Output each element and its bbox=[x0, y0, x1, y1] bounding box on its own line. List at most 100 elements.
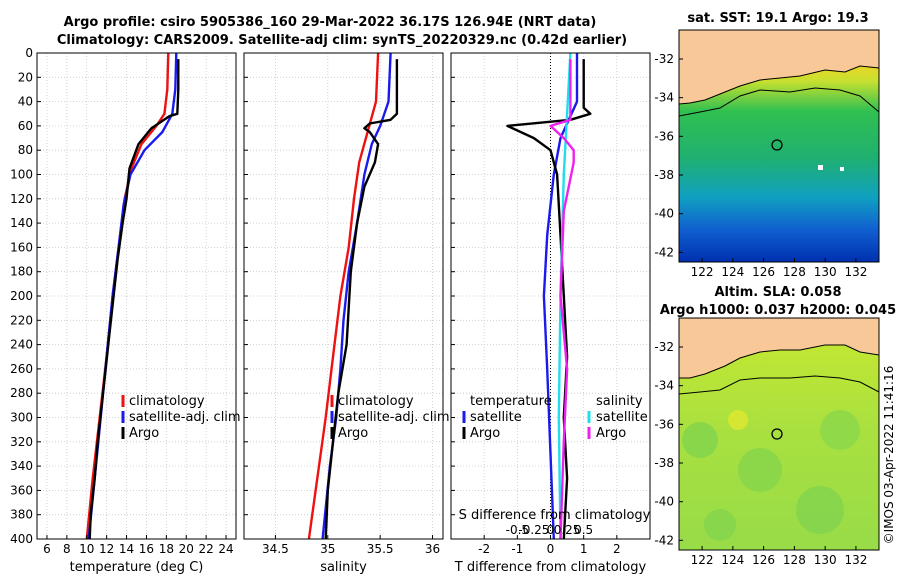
y-tick-label: 300 bbox=[10, 411, 33, 425]
map-y-tick-label: -34 bbox=[654, 91, 674, 105]
y-tick-label: 100 bbox=[10, 168, 33, 182]
s-difference-label: S difference from climatology bbox=[459, 508, 651, 523]
x-tick-label: 20 bbox=[179, 542, 194, 556]
map-y-tick-label: -42 bbox=[654, 533, 674, 547]
y-tick-label: 240 bbox=[10, 338, 33, 352]
sst-missing-pixel bbox=[818, 165, 823, 170]
temperature-panel: 6 8 10 12 14 16 18 20 22 24 temperature (deg C) 0 20… bbox=[10, 46, 237, 575]
map-x-tick-label: 128 bbox=[783, 265, 806, 279]
map-y-tick-label: -34 bbox=[654, 379, 674, 393]
x-tick-label: 0 bbox=[547, 542, 555, 556]
map-x-tick-label: 122 bbox=[691, 553, 714, 567]
map-y-tick-label: -36 bbox=[654, 129, 674, 143]
map-x-tick-label: 130 bbox=[814, 553, 837, 567]
sst-contour bbox=[678, 87, 880, 117]
y-tick-label: 160 bbox=[10, 240, 33, 254]
sst-map-title: sat. SST: 19.1 Argo: 19.3 bbox=[687, 11, 868, 26]
legend-salinity-panel: climatology satellite-adj. clim Argo bbox=[330, 394, 450, 441]
x-tick-label: 24 bbox=[218, 542, 233, 556]
header-title-line2: Climatology: CARS2009. Satellite-adj cli… bbox=[57, 33, 627, 48]
x-tick-label: 8 bbox=[63, 542, 71, 556]
map-x-tick-label: 128 bbox=[783, 553, 806, 567]
y-tick-label: 80 bbox=[18, 143, 33, 157]
sla-land bbox=[679, 318, 879, 378]
legend-dt-argo-label: Argo bbox=[470, 426, 500, 441]
map-y-tick-label: -36 bbox=[654, 417, 674, 431]
x-tick-label: 10 bbox=[79, 542, 94, 556]
x-axis-label: salinity bbox=[320, 560, 367, 575]
x-tick-label: 34.5 bbox=[262, 542, 289, 556]
y-tick-label: 0 bbox=[25, 46, 33, 60]
x-tick-label: 18 bbox=[159, 542, 174, 556]
sla-map-axes: 122 124 126 128 130 132 -32 -34 -36 -38 -40 -42 bbox=[654, 340, 867, 567]
y-tick-label: 60 bbox=[18, 119, 33, 133]
sst-coastline bbox=[678, 65, 880, 105]
x-tick-label: -2 bbox=[478, 542, 490, 556]
x-tick-label: 35.5 bbox=[367, 542, 394, 556]
y-tick-label: 380 bbox=[10, 508, 33, 522]
sst-missing-pixel bbox=[840, 167, 844, 171]
sla-blob bbox=[820, 410, 860, 450]
legend-clim-label: climatology bbox=[129, 394, 205, 409]
map-y-tick-label: -42 bbox=[654, 245, 674, 259]
s-difference-tick-label: 0.25 bbox=[554, 523, 581, 537]
x-tick-label: -1 bbox=[511, 542, 523, 556]
legend-ds-argo-label: Argo bbox=[596, 426, 626, 441]
series-line-argo bbox=[324, 59, 399, 540]
legend-sal-sat-label: satellite-adj. clim bbox=[338, 410, 450, 425]
x-tick-label: 35 bbox=[320, 542, 335, 556]
sla-coastline bbox=[679, 344, 880, 379]
legend-dt-sat-label: satellite bbox=[470, 410, 522, 425]
map-y-tick-label: -32 bbox=[654, 340, 674, 354]
map-x-tick-label: 122 bbox=[691, 265, 714, 279]
map-x-tick-label: 132 bbox=[844, 553, 867, 567]
y-tick-label: 20 bbox=[18, 70, 33, 84]
sla-blob bbox=[682, 422, 718, 458]
y-tick-label: 400 bbox=[10, 532, 33, 546]
y-tick-label: 180 bbox=[10, 265, 33, 279]
map-x-tick-label: 124 bbox=[721, 553, 744, 567]
legend-sal-argo-label: Argo bbox=[338, 426, 368, 441]
sla-blob bbox=[704, 509, 736, 541]
y-tick-label: 360 bbox=[10, 483, 33, 497]
series-line-climatology bbox=[307, 52, 380, 540]
sst-map-frame bbox=[678, 29, 880, 263]
legend-difference-panel: temperature satellite Argo salinity sate… bbox=[462, 394, 648, 441]
map-y-tick-label: -40 bbox=[654, 207, 674, 221]
map-y-tick-label: -38 bbox=[654, 456, 674, 470]
x-tick-label: 22 bbox=[199, 542, 214, 556]
s-difference-tick-label: 0 bbox=[547, 523, 555, 537]
y-tick-label: 40 bbox=[18, 95, 33, 109]
legend-ds-sat-label: satellite bbox=[596, 410, 648, 425]
y-tick-label: 340 bbox=[10, 459, 33, 473]
x-tick-label: 16 bbox=[139, 542, 154, 556]
copyright-stamp: ©IMOS 03-Apr-2022 11:41:16 bbox=[882, 366, 896, 545]
map-x-tick-label: 126 bbox=[752, 553, 775, 567]
sla-blob bbox=[738, 448, 782, 492]
map-x-tick-label: 130 bbox=[814, 265, 837, 279]
map-y-tick-label: -40 bbox=[654, 495, 674, 509]
map-x-tick-label: 126 bbox=[752, 265, 775, 279]
sst-land bbox=[679, 30, 879, 104]
legend-temperature-heading: temperature bbox=[470, 394, 552, 409]
s-difference-tick-label: -0.5 bbox=[506, 523, 529, 537]
y-tick-label: 200 bbox=[10, 289, 33, 303]
series-line-argo bbox=[88, 59, 180, 540]
y-tick-label: 280 bbox=[10, 386, 33, 400]
x-tick-label: 1 bbox=[580, 542, 588, 556]
sla-blob bbox=[796, 486, 844, 534]
sla-map-subtitle: Argo h1000: 0.037 h2000: 0.045 bbox=[660, 303, 896, 318]
series-line-salinity-argo bbox=[549, 59, 575, 540]
header-title-line1: Argo profile: csiro 5905386_160 29-Mar-2… bbox=[64, 15, 597, 30]
y-tick-label: 120 bbox=[10, 192, 33, 206]
salinity-panel: 34.5 35 35.5 36 salinity bbox=[243, 52, 444, 575]
sla-map-title: Altim. SLA: 0.058 bbox=[715, 285, 842, 300]
x-axis-label: temperature (deg C) bbox=[70, 560, 204, 575]
argo-location-marker bbox=[771, 139, 783, 151]
legend-argo-label: Argo bbox=[129, 426, 159, 441]
legend-sat-label: satellite-adj. clim bbox=[129, 410, 241, 425]
x-axis-label: T difference from climatology bbox=[454, 560, 647, 575]
sst-map: sat. SST: 19.1 Argo: 19.3 122 124 126 128 13… bbox=[654, 11, 880, 279]
sla-map-frame bbox=[678, 317, 880, 551]
